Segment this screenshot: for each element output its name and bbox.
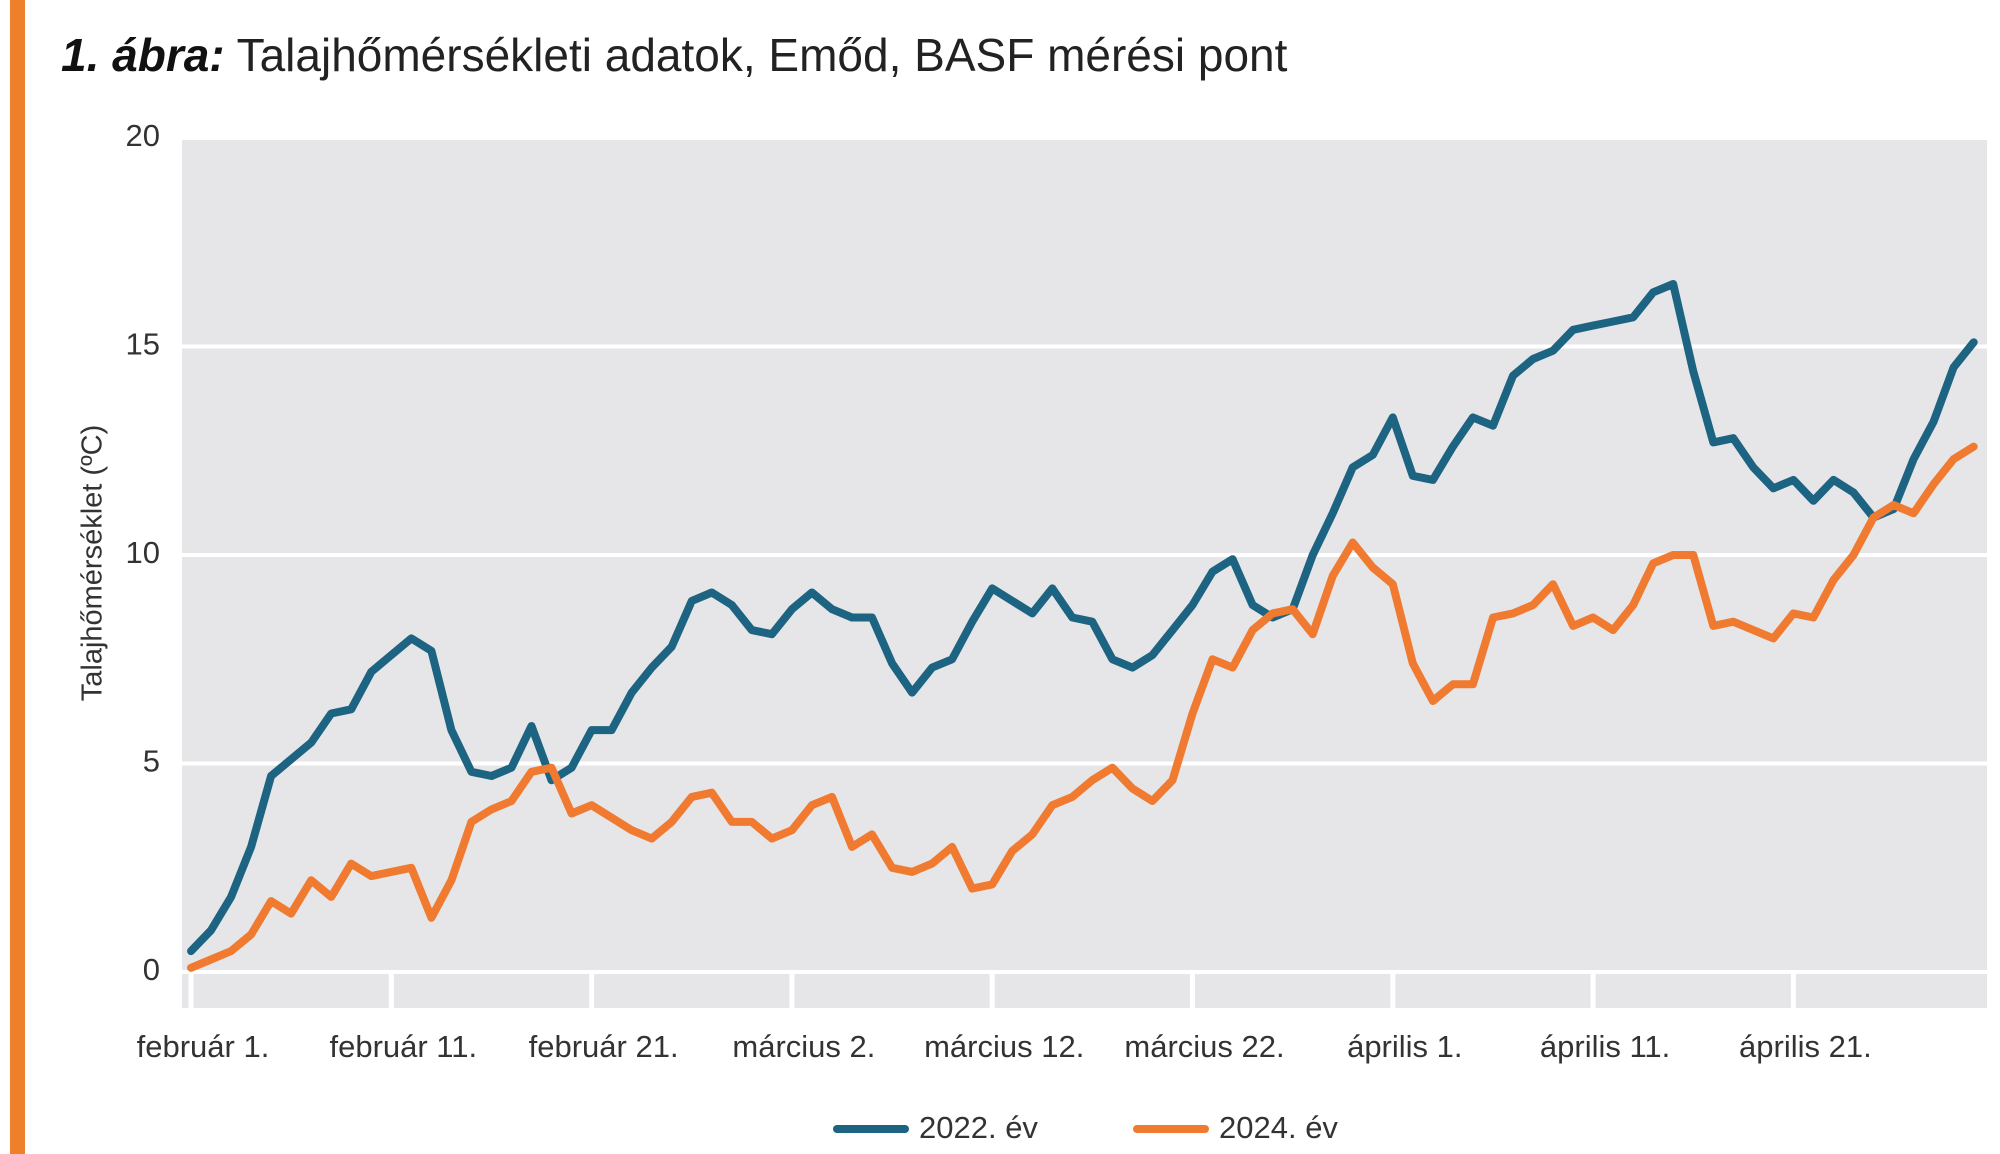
x-tick-label: április 1. bbox=[1347, 1029, 1462, 1064]
x-tick-label: április 11. bbox=[1540, 1029, 1670, 1064]
accent-bar bbox=[10, 0, 25, 1154]
plot-area bbox=[182, 138, 1987, 1008]
legend-label: 2024. év bbox=[1219, 1110, 1338, 1145]
y-tick-label: 5 bbox=[143, 744, 160, 779]
x-tick-label: február 1. bbox=[137, 1029, 270, 1064]
x-tick-label: február 21. bbox=[529, 1029, 679, 1064]
series-line bbox=[187, 280, 1978, 956]
series-line bbox=[187, 442, 1978, 972]
x-tick-label: február 11. bbox=[329, 1029, 477, 1064]
y-tick-label: 0 bbox=[143, 952, 160, 987]
x-tick-label: március 2. bbox=[732, 1029, 875, 1064]
y-tick-label: 15 bbox=[126, 327, 160, 362]
title-text: Talajhőmérsékleti adatok, Emőd, BASF mér… bbox=[237, 29, 1288, 81]
x-tick-label: március 12. bbox=[924, 1029, 1084, 1064]
y-tick-label: 10 bbox=[126, 535, 160, 570]
y-axis-label: Talajhőmérséklet (ºC) bbox=[77, 425, 109, 702]
x-tick-label: április 21. bbox=[1739, 1029, 1872, 1064]
title-prefix: 1. ábra: bbox=[61, 29, 225, 81]
y-tick-label: 20 bbox=[126, 118, 160, 153]
legend-label: 2022. év bbox=[919, 1110, 1038, 1145]
x-tick-label: március 22. bbox=[1124, 1029, 1284, 1064]
chart-title: 1. ábra: Talajhőmérsékleti adatok, Emőd,… bbox=[61, 29, 1288, 81]
